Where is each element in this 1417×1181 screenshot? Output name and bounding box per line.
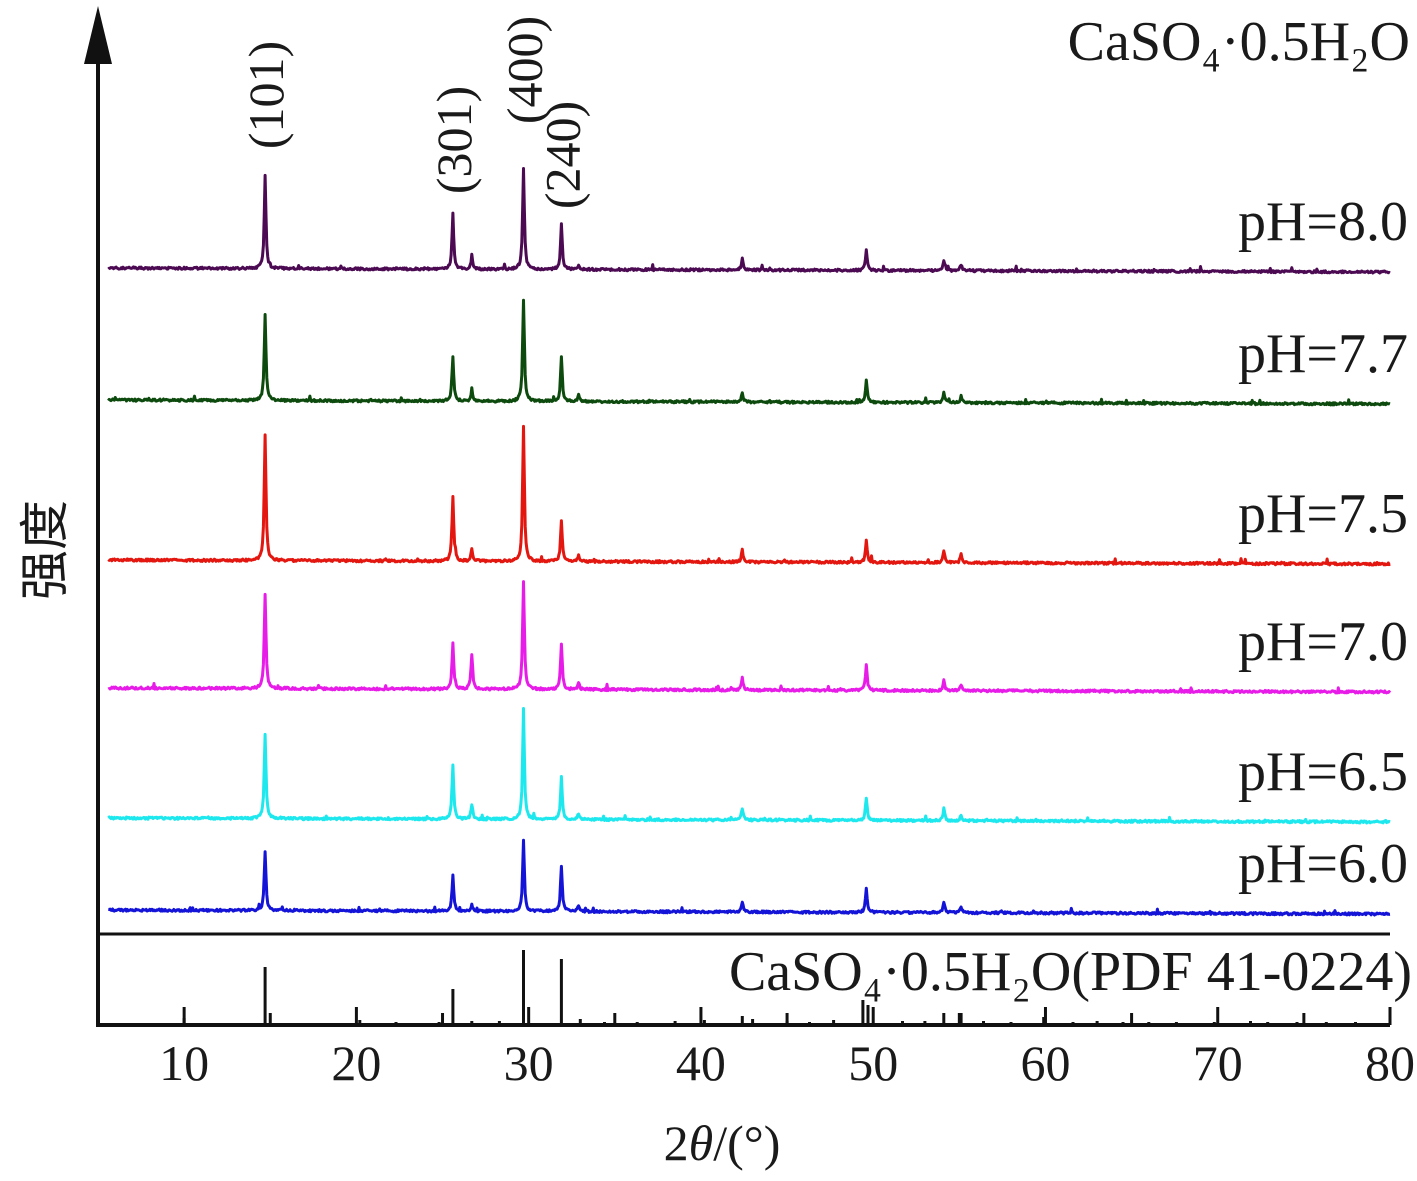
series-line-ph-6-5 <box>107 707 1391 825</box>
x-tick-label: 20 <box>331 1035 381 1091</box>
series-line-ph-7-0 <box>107 580 1392 695</box>
x-tick-label: 30 <box>504 1035 554 1091</box>
series-line-ph-8-0 <box>107 167 1391 275</box>
y-axis-title: 强度 <box>17 500 73 600</box>
chart-title: CaSO₄·0.5H₂O <box>1068 11 1410 73</box>
x-tick-label: 60 <box>1020 1035 1070 1091</box>
x-tick-label: 70 <box>1193 1035 1243 1091</box>
x-tick-label: 80 <box>1365 1035 1415 1091</box>
y-axis-arrow <box>84 6 112 64</box>
series-label: pH=7.0 <box>1238 611 1408 673</box>
x-tick-label: 50 <box>848 1035 898 1091</box>
reference-label: CaSO₄·0.5H₂O(PDF 41-0224) <box>729 941 1412 1003</box>
hkl-label: (101) <box>238 41 294 149</box>
x-axis-title: 2θ/(°) <box>664 1115 781 1171</box>
x-tick-label: 10 <box>159 1035 209 1091</box>
series-line-ph-7-5 <box>107 424 1391 567</box>
series-label: pH=8.0 <box>1238 191 1408 253</box>
series-label: pH=7.7 <box>1238 323 1408 385</box>
hkl-label: (301) <box>426 86 482 194</box>
series-line-ph-6-0 <box>107 838 1391 917</box>
hkl-label: (400) <box>497 16 553 124</box>
x-tick-label: 40 <box>676 1035 726 1091</box>
series-label: pH=7.5 <box>1238 483 1408 545</box>
hkl-label: (240) <box>534 101 590 209</box>
series-label: pH=6.0 <box>1238 833 1408 895</box>
series-line-ph-7-7 <box>107 298 1391 407</box>
series-label: pH=6.5 <box>1238 741 1408 803</box>
